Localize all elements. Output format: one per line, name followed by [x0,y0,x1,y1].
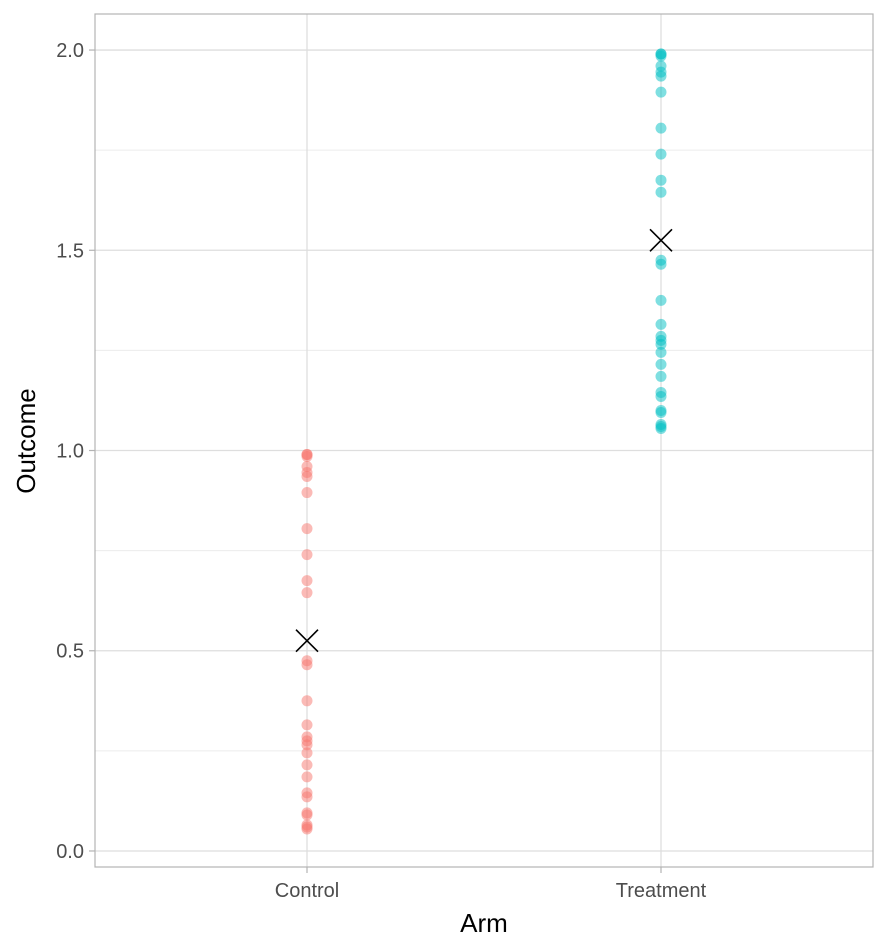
data-point [301,523,313,535]
data-point [301,739,313,751]
mean-marker [649,228,673,252]
data-point [301,451,313,463]
data-point [655,422,667,434]
y-tick-label: 0.0 [56,841,84,863]
data-point [655,406,667,418]
x-axis-title: Arm [460,908,508,938]
data-point [655,370,667,382]
y-tick-label: 2.0 [56,40,84,62]
axes: 0.0 0.5 1.0 1.5 2.0 Control Treatment [56,40,706,902]
data-point [655,338,667,350]
data-point [655,186,667,198]
data-point [655,258,667,270]
data-point [301,575,313,587]
data-point [655,346,667,358]
plot-border [94,13,874,868]
data-point [301,791,313,803]
data-point [655,318,667,330]
data-point [655,174,667,186]
data-point [655,50,667,62]
x-tick-label: Control [275,880,339,902]
data-point [301,471,313,483]
data-point [301,719,313,731]
data-point [301,809,313,821]
x-tick-label: Treatment [616,880,707,902]
mean-markers [295,228,673,653]
plot-background [95,14,873,867]
data-point [301,747,313,759]
data-point [655,86,667,98]
data-point [301,549,313,561]
data-point [301,823,313,835]
data-point [301,659,313,671]
data-point [655,122,667,134]
data-points [301,48,667,835]
mean-marker [295,629,319,653]
data-point [655,294,667,306]
data-point [655,148,667,160]
data-point [301,771,313,783]
data-point [655,390,667,402]
data-point [301,587,313,599]
data-point [655,70,667,82]
y-tick-label: 0.5 [56,641,84,663]
y-tick-label: 1.5 [56,240,84,262]
y-axis-title: Outcome [11,388,41,494]
data-point [301,695,313,707]
data-point [301,487,313,499]
data-point [655,358,667,370]
y-tick-label: 1.0 [56,441,84,463]
data-point [301,759,313,771]
